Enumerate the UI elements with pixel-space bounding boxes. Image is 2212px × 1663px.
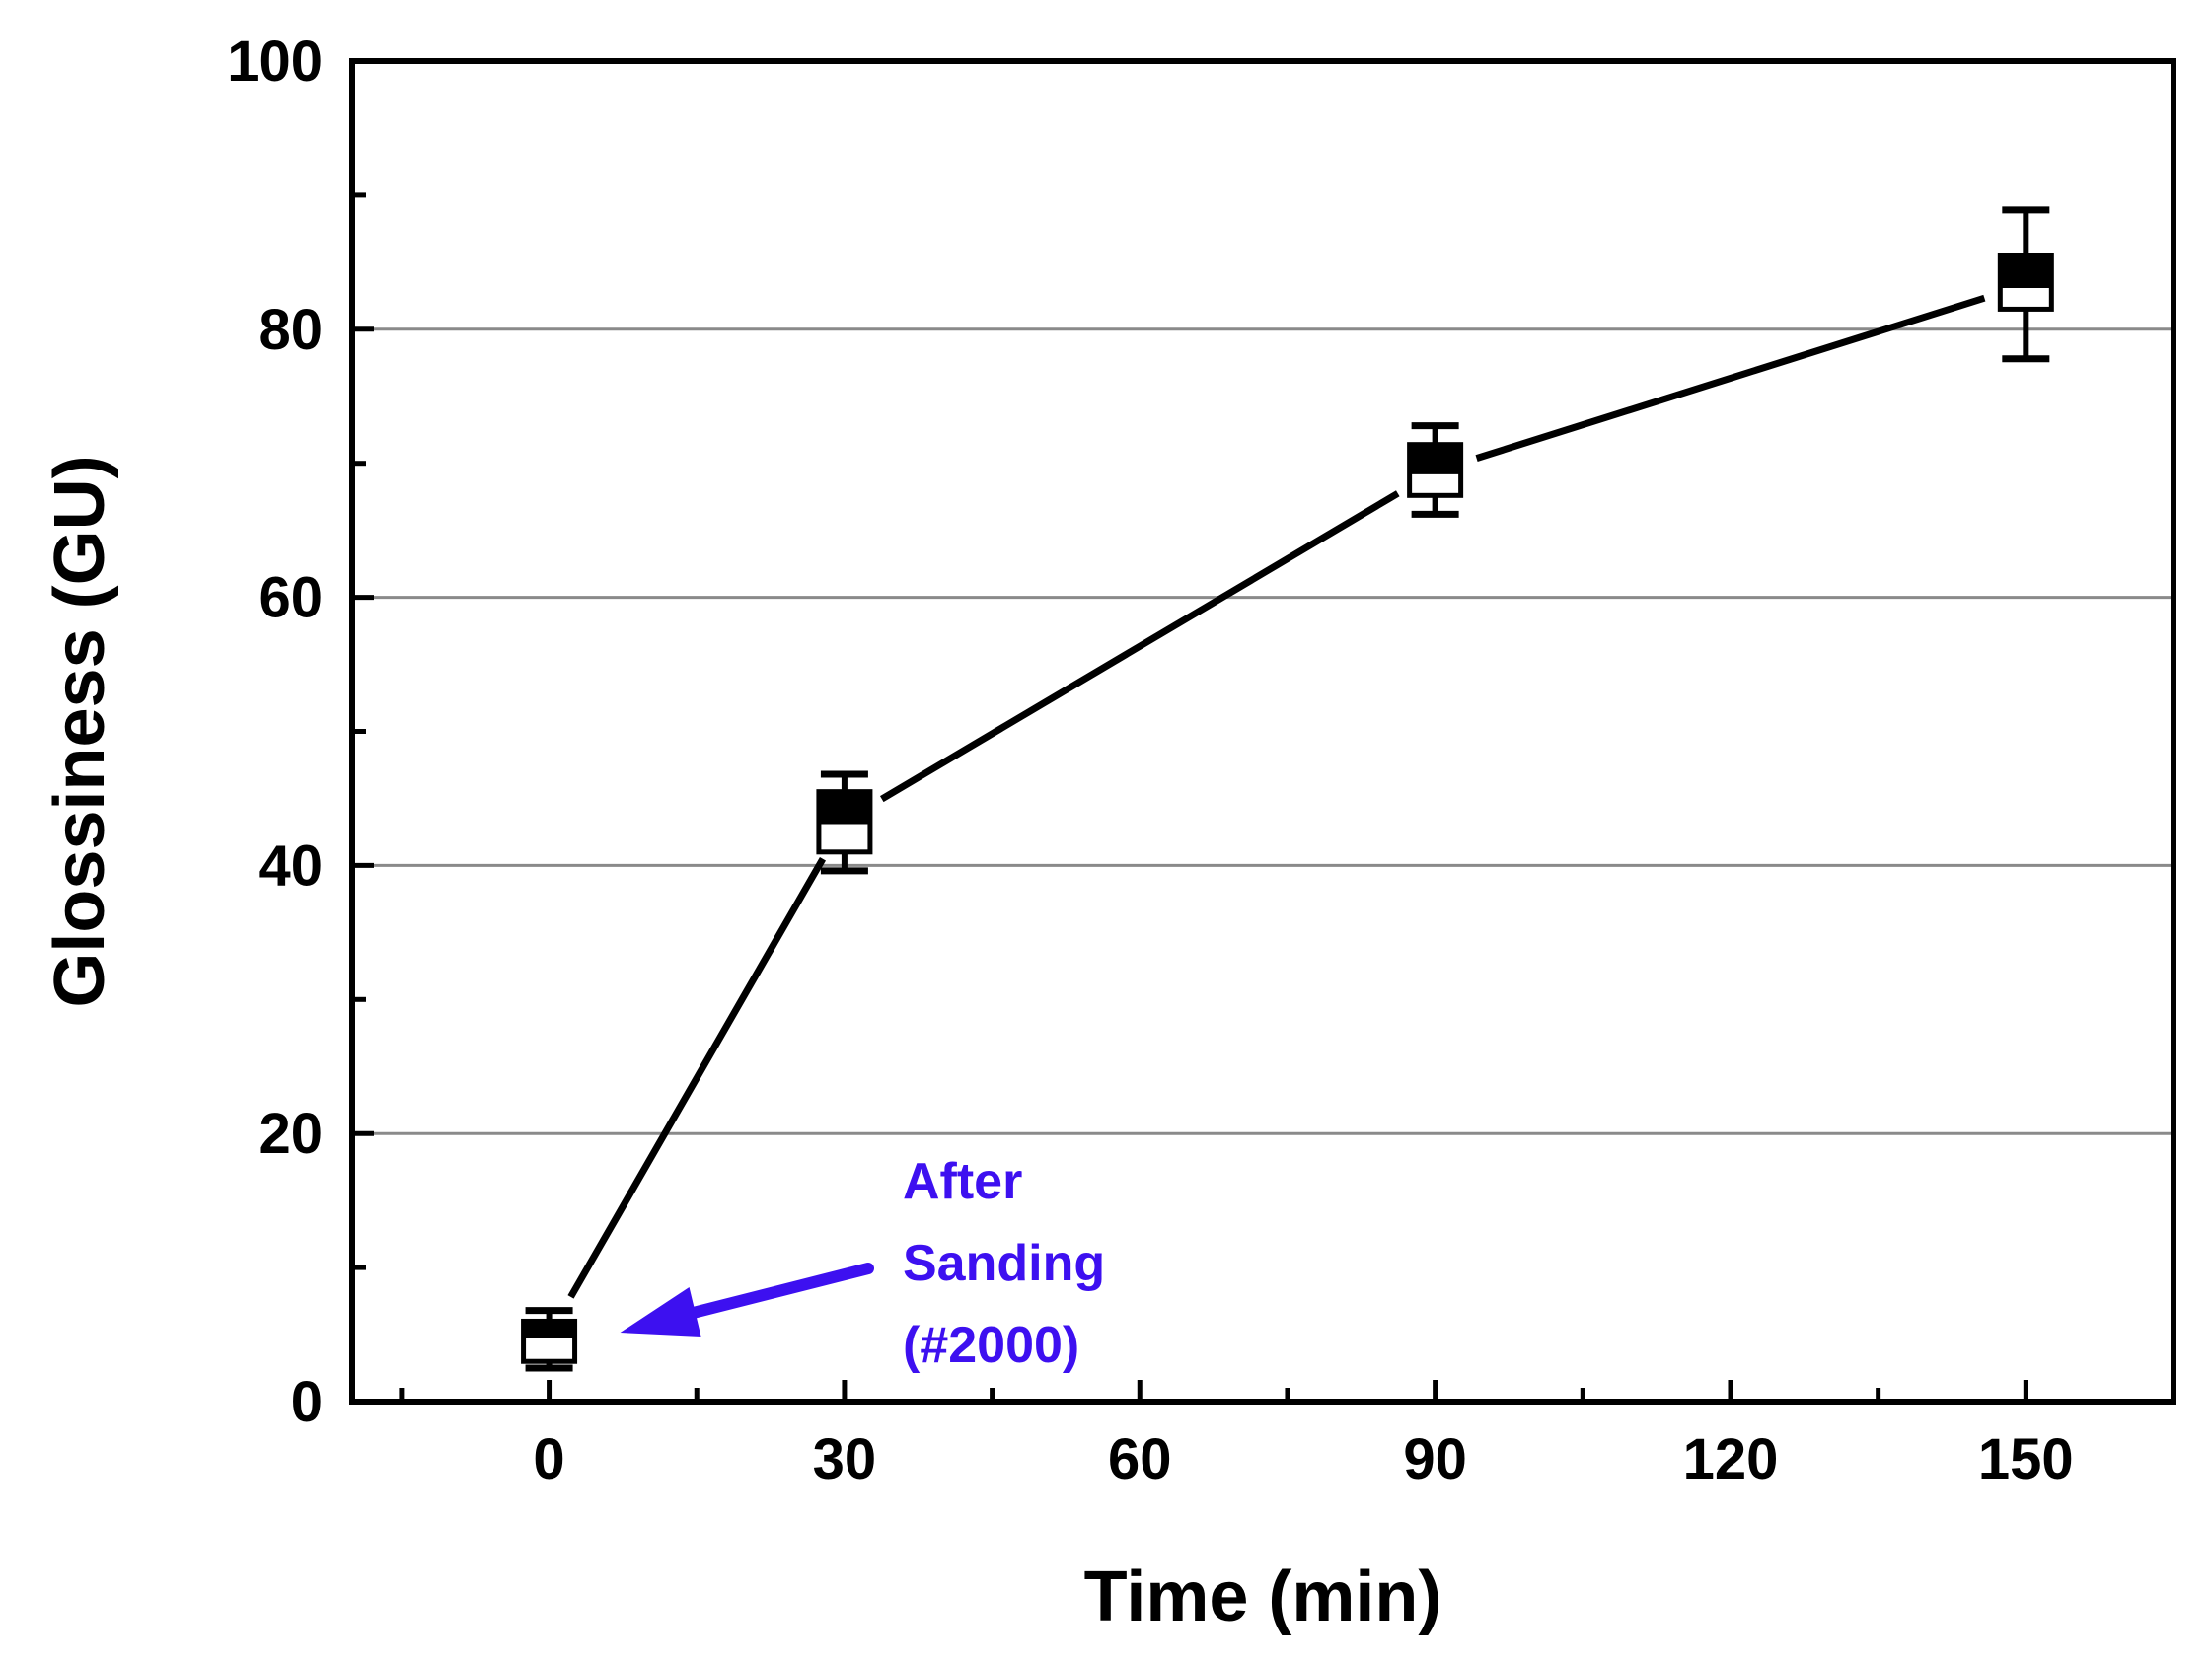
- gridlines: [352, 327, 2174, 1135]
- x-tick-label: 60: [1108, 1427, 1172, 1491]
- x-tick-label: 30: [813, 1427, 877, 1491]
- annotation: After Sanding (#2000): [620, 1153, 1105, 1374]
- tick-labels: 0 20 40 60 80 100 0 30 60 90 120 150: [227, 30, 2073, 1491]
- annotation-text-line: After: [903, 1153, 1022, 1210]
- data-point: [818, 791, 870, 822]
- x-tick-label: 0: [533, 1427, 564, 1491]
- y-tick-label: 60: [258, 566, 323, 630]
- y-tick-label: 100: [227, 30, 323, 94]
- series-line-segment: [1475, 294, 1986, 462]
- y-tick-label: 20: [258, 1102, 323, 1166]
- series-line-segment: [879, 490, 1400, 803]
- series-layer: [521, 206, 2054, 1372]
- annotation-arrow-shaft: [663, 1263, 874, 1326]
- series-line-segment: [567, 856, 827, 1299]
- y-axis-title: Glossiness (GU): [40, 455, 119, 1007]
- annotation-text-line: (#2000): [903, 1317, 1079, 1374]
- y-tick-label: 40: [258, 833, 323, 898]
- x-tick-label: 150: [1978, 1427, 2074, 1491]
- x-axis-title: Time (min): [1084, 1557, 1442, 1636]
- x-tick-label: 120: [1683, 1427, 1779, 1491]
- data-point: [1409, 444, 1461, 471]
- x-tick-label: 90: [1403, 1427, 1467, 1491]
- axes: [349, 58, 2176, 1405]
- data-point: [2000, 255, 2052, 285]
- data-point: [523, 1321, 575, 1336]
- y-tick-label: 80: [258, 298, 323, 362]
- annotation-arrow-head: [620, 1287, 701, 1338]
- y-tick-label: 0: [291, 1370, 323, 1434]
- annotation-text-line: Sanding: [903, 1235, 1105, 1292]
